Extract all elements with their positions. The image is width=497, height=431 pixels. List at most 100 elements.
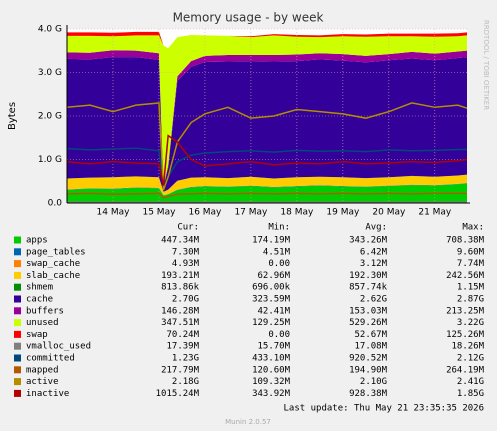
legend-header: Min: xyxy=(268,223,290,233)
y-tick-label: 2.0 G xyxy=(38,112,62,122)
legend-label: apps xyxy=(26,236,48,246)
legend-header: Avg: xyxy=(365,223,387,233)
legend-swatch xyxy=(14,271,21,279)
x-tick-label: 14 May xyxy=(97,208,131,218)
line xyxy=(66,102,468,191)
line xyxy=(66,134,468,186)
legend-label: inactive xyxy=(26,389,69,399)
legend-stat: 2.87G xyxy=(457,295,484,305)
x-tick-label: 16 May xyxy=(188,208,222,218)
legend-stat: 447.34M xyxy=(161,236,200,246)
legend-stat: 696.00k xyxy=(252,283,291,293)
legend-stat: 2.70G xyxy=(172,295,199,305)
legend-stat: 52.67M xyxy=(354,330,387,340)
legend-stat: 193.21M xyxy=(161,271,200,281)
legend-stat: 813.86k xyxy=(161,283,200,293)
legend-stat: 125.26M xyxy=(446,330,485,340)
legend-label: mapped xyxy=(26,365,59,375)
legend-stat: 264.19M xyxy=(446,365,485,375)
legend-stat: 109.32M xyxy=(252,377,291,387)
legend-stat: 4.51M xyxy=(263,247,291,257)
x-tick-label: 17 May xyxy=(234,208,268,218)
side-note: RRDTOOL / TOBI OETIKER xyxy=(482,20,490,110)
y-axis-label: Bytes xyxy=(7,102,18,130)
legend-stat: 708.38M xyxy=(446,236,485,246)
legend-swatch xyxy=(14,354,21,362)
legend-label: active xyxy=(26,377,59,387)
y-tick-label: 1.0 G xyxy=(38,155,62,165)
legend-stat: 15.70M xyxy=(257,342,290,352)
legend-swatch xyxy=(14,366,21,374)
y-tick-label: 4.0 G xyxy=(38,25,62,35)
legend-stat: 347.51M xyxy=(161,318,200,328)
legend-swatch xyxy=(14,248,21,256)
legend-stat: 146.28M xyxy=(161,306,200,316)
legend-stat: 2.62G xyxy=(360,295,387,305)
legend-swatch xyxy=(14,319,21,327)
legend-header: Cur: xyxy=(177,223,199,233)
footer: Munin 2.0.57 xyxy=(225,418,271,426)
legend-label: committed xyxy=(26,354,75,364)
legend-label: buffers xyxy=(26,306,64,316)
legend-label: vmalloc_used xyxy=(26,342,91,352)
lines xyxy=(66,102,468,204)
legend-stat: 192.30M xyxy=(349,271,388,281)
y-tick-label: 0.0 xyxy=(48,199,63,209)
x-tick-label: 18 May xyxy=(280,208,314,218)
legend-stat: 7.30M xyxy=(172,247,200,257)
legend-stat: 1015.24M xyxy=(156,389,200,399)
legend-stat: 920.52M xyxy=(349,354,388,364)
legend-stat: 62.96M xyxy=(257,271,290,281)
legend-stat: 1.15M xyxy=(457,283,485,293)
legend-stat: 2.12G xyxy=(457,354,484,364)
legend-stat: 174.19M xyxy=(252,236,291,246)
legend-stat: 17.39M xyxy=(166,342,199,352)
legend: Cur: Min: Avg: Max: apps 447.34M 174.19M 343.26… xyxy=(14,223,485,399)
legend-stat: 2.10G xyxy=(360,377,387,387)
legend-label: page_tables xyxy=(26,247,86,257)
legend-stat: 928.38M xyxy=(349,389,388,399)
legend-swatch xyxy=(14,283,21,291)
legend-swatch xyxy=(14,342,21,350)
legend-stat: 18.26M xyxy=(451,342,484,352)
legend-swatch xyxy=(14,307,21,315)
legend-stat: 0.00 xyxy=(268,330,290,340)
legend-stat: 343.92M xyxy=(252,389,291,399)
legend-stat: 2.18G xyxy=(172,377,199,387)
area xyxy=(67,31,467,49)
legend-stat: 7.74M xyxy=(457,259,485,269)
legend-stat: 4.93M xyxy=(172,259,200,269)
legend-stat: 3.12M xyxy=(360,259,388,269)
legend-label: cache xyxy=(26,295,53,305)
legend-stat: 153.03M xyxy=(349,306,388,316)
legend-stat: 70.24M xyxy=(166,330,199,340)
legend-label: swap xyxy=(26,330,48,340)
legend-stat: 9.60M xyxy=(457,247,485,257)
legend-stat: 217.79M xyxy=(161,365,200,375)
x-tick-label: 19 May xyxy=(326,208,360,218)
areas xyxy=(67,31,467,203)
legend-swatch xyxy=(14,236,21,244)
x-tick-label: 20 May xyxy=(372,208,406,218)
legend-swatch xyxy=(14,389,21,397)
line xyxy=(66,147,467,186)
legend-header: Max: xyxy=(462,223,484,233)
y-tick-label: 3.0 G xyxy=(38,68,62,78)
x-tick-label: 21 May xyxy=(418,208,452,218)
legend-stat: 857.74k xyxy=(349,283,388,293)
legend-stat: 194.90M xyxy=(349,365,388,375)
legend-swatch xyxy=(14,260,21,268)
legend-swatch xyxy=(14,295,21,303)
legend-stat: 2.41G xyxy=(457,377,484,387)
chart-title: Memory usage - by week xyxy=(173,11,324,25)
legend-stat: 120.60M xyxy=(252,365,291,375)
legend-label: unused xyxy=(26,318,59,328)
legend-stat: 129.25M xyxy=(252,318,291,328)
legend-stat: 3.22G xyxy=(457,318,484,328)
legend-stat: 242.56M xyxy=(446,271,485,281)
legend-stat: 323.59M xyxy=(252,295,291,305)
legend-stat: 17.08M xyxy=(354,342,387,352)
area xyxy=(67,57,467,192)
legend-stat: 1.23G xyxy=(172,354,199,364)
